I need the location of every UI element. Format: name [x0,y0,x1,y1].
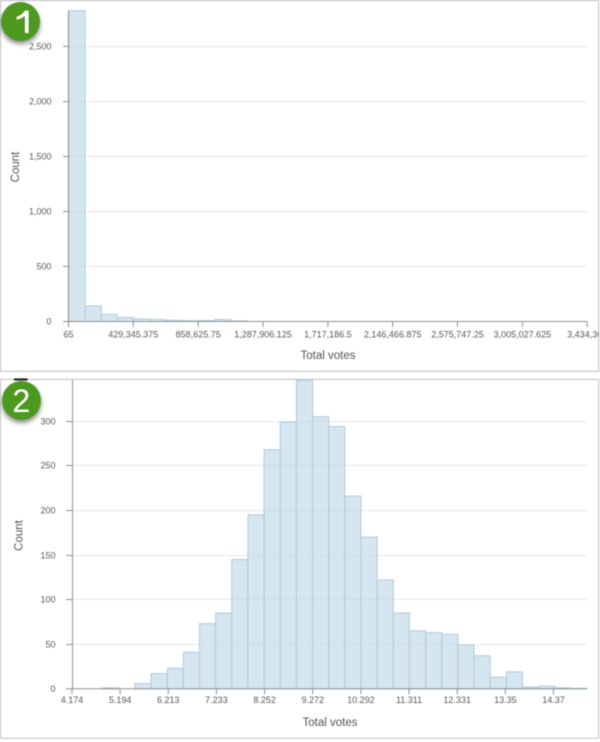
svg-text:3,005,027.625: 3,005,027.625 [494,330,552,340]
svg-text:1,000: 1,000 [29,207,52,217]
svg-text:7.233: 7.233 [205,695,228,705]
svg-text:4.174: 4.174 [61,695,84,705]
svg-text:2,500: 2,500 [29,42,52,52]
svg-text:6.213: 6.213 [157,695,180,705]
svg-text:10.292: 10.292 [347,695,375,705]
svg-text:11.311: 11.311 [396,695,422,705]
svg-text:2,575,747.25: 2,575,747.25 [431,330,484,340]
svg-text:12.331: 12.331 [443,695,471,705]
svg-text:1,500: 1,500 [29,152,52,162]
svg-text:100: 100 [40,595,55,605]
svg-text:14.37: 14.37 [542,695,565,705]
svg-text:Count: Count [10,151,22,182]
svg-text:5.194: 5.194 [109,695,132,705]
svg-text:Count: Count [14,519,26,550]
svg-text:150: 150 [40,551,55,561]
svg-text:1,287,906.125: 1,287,906.125 [234,330,292,340]
svg-text:429,345.375: 429,345.375 [108,330,158,340]
svg-text:13.35: 13.35 [494,695,517,705]
svg-text:858,625.75: 858,625.75 [176,330,221,340]
svg-text:2,146,466.875: 2,146,466.875 [364,330,422,340]
svg-text:2,000: 2,000 [29,97,52,107]
svg-text:0: 0 [46,317,51,327]
svg-text:500: 500 [36,262,51,272]
svg-text:200: 200 [40,506,55,516]
svg-text:250: 250 [40,461,55,471]
svg-text:Total votes: Total votes [301,350,356,362]
svg-text:Total votes: Total votes [303,717,358,729]
svg-text:1,717,186.5: 1,717,186.5 [304,330,352,340]
svg-text:300: 300 [40,417,55,427]
svg-text:50: 50 [45,640,55,650]
svg-text:65: 65 [63,330,73,340]
svg-text:8.252: 8.252 [253,695,276,705]
svg-text:3,434,308: 3,434,308 [567,330,600,340]
svg-text:9.272: 9.272 [301,695,324,705]
svg-text:0: 0 [50,684,55,694]
